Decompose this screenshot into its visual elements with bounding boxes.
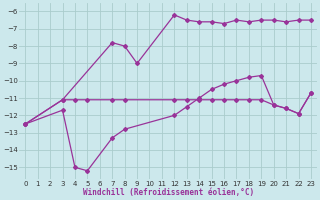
X-axis label: Windchill (Refroidissement éolien,°C): Windchill (Refroidissement éolien,°C) [83,188,254,197]
